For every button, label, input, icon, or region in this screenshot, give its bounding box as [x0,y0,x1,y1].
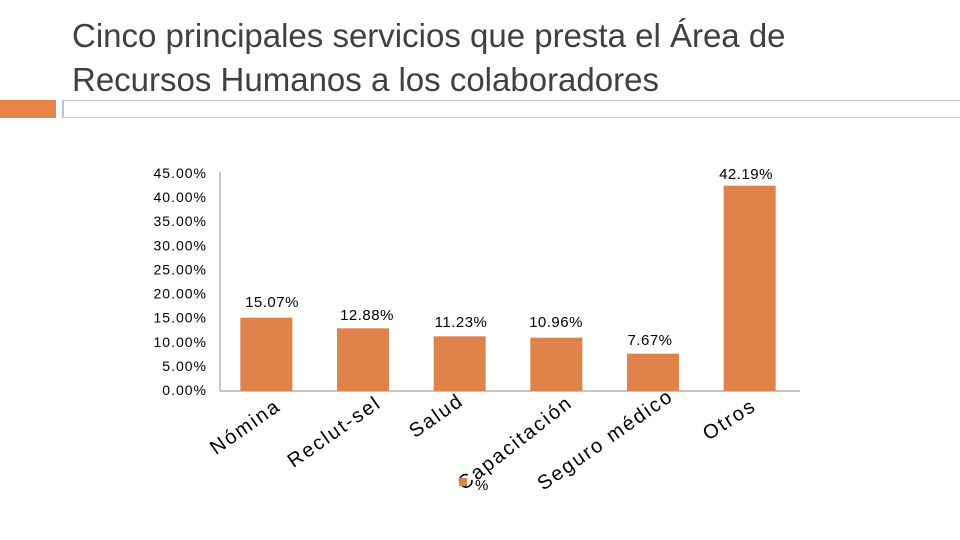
bar-2 [337,328,389,391]
slide-title: Cinco principales servicios que presta e… [72,14,932,102]
bars [240,185,776,391]
value-label-3: 11.23% [435,314,488,331]
bar-6 [723,185,776,391]
category-label-3: Salud [405,390,468,443]
legend-label: % [475,477,488,494]
y-tick-label: 35.00% [154,213,207,229]
category-label-6: Otros [699,395,760,446]
accent-block [0,100,56,118]
value-label-2: 12.88% [340,307,394,324]
category-label-1: Nómina [206,395,285,459]
title-line-2: Recursos Humanos a los colaboradores [72,61,659,98]
legend: % [459,477,488,494]
category-label-2: Reclut-sel [284,392,386,472]
y-tick-label: 20.00% [154,286,207,302]
y-tick-label: 30.00% [154,237,207,253]
value-label-5: 7.67% [627,332,672,349]
value-labels: 15.07% 12.88% 11.23% 10.96% 7.67% 42.19% [245,166,773,349]
bar-5 [627,353,679,391]
y-tick-label: 45.00% [154,165,207,181]
value-label-6: 42.19% [719,166,773,183]
y-tick-label: 25.00% [154,261,207,277]
y-axis: 45.00% 40.00% 35.00% 30.00% 25.00% 20.00% 15.0… [154,165,800,398]
y-tick-label: 0.00% [162,382,207,398]
y-tick-label: 5.00% [162,358,207,374]
value-label-4: 10.96% [529,314,583,331]
legend-swatch [459,478,467,486]
y-tick-label: 10.00% [154,334,207,350]
title-line-1: Cinco principales servicios que presta e… [72,17,786,54]
y-tick-label: 15.00% [154,310,207,326]
y-tick-label: 40.00% [154,189,207,205]
bar-3 [433,336,486,391]
bar-4 [530,337,583,391]
bar-1 [240,317,293,391]
title-rule [62,100,960,118]
value-label-1: 15.07% [245,294,299,311]
